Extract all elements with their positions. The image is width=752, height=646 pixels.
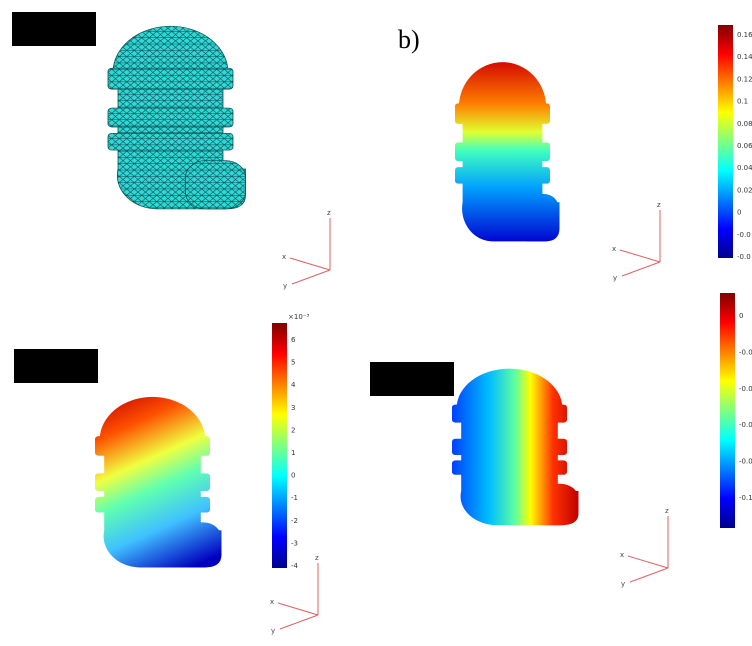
colorbar-tick-label: 0.06 — [737, 142, 752, 150]
axis-line — [627, 555, 669, 569]
displacement-y-model — [95, 396, 222, 568]
colorbar — [718, 25, 733, 258]
colorbar-tick-label: 2 — [291, 426, 295, 434]
colorbar — [720, 293, 735, 528]
axis-label: y — [271, 627, 275, 635]
colorbar-tick-label: -0.0 — [739, 348, 752, 356]
label-mask — [370, 362, 454, 396]
axis-label: y — [283, 282, 287, 290]
displacement-x-model — [452, 368, 579, 526]
panel-label: b) — [398, 25, 420, 54]
colorbar-tick-label: -3 — [291, 539, 298, 547]
colorbar-tick-label: 0.08 — [737, 120, 752, 128]
colorbar-tick-label: 0.02 — [737, 186, 752, 194]
mesh-model — [107, 25, 247, 210]
axis-label: z — [315, 554, 319, 562]
colorbar-tick-label: 0.16 — [737, 31, 752, 39]
colorbar-tick-label: -4 — [291, 562, 299, 570]
label-mask — [12, 12, 96, 46]
axis-label: z — [327, 209, 331, 217]
axis-line — [619, 249, 661, 263]
colorbar-tick-label: -2 — [291, 517, 298, 525]
axis-label: x — [282, 253, 286, 261]
colorbar-tick-label: 1 — [291, 449, 295, 457]
colorbar-tick-label: -0.0 — [737, 231, 751, 239]
colorbar-tick-label: -0.0 — [739, 421, 752, 429]
colorbar-tick-label: 0.12 — [737, 75, 752, 83]
colorbar-tick-label: -1 — [291, 494, 298, 502]
axis-label: z — [657, 201, 661, 209]
colorbar-tick-label: 0.14 — [737, 53, 752, 61]
colorbar-tick-label: 0.04 — [737, 164, 752, 172]
colorbar-tick-label: 0.1 — [737, 98, 748, 106]
axis-line — [621, 261, 661, 277]
colorbar-tick-label: 0 — [739, 312, 743, 320]
axis-line — [279, 614, 319, 630]
colorbar-tick-label: 3 — [291, 404, 295, 412]
colorbar-tick-label: -0.1 — [739, 494, 752, 502]
colorbar-tick-label: -0.0 — [739, 385, 752, 393]
colorbar-tick-label: 0 — [737, 209, 741, 217]
axis-label: x — [612, 245, 616, 253]
colorbar — [272, 323, 287, 568]
colorbar-multiplier: ×10⁻³ — [288, 313, 309, 321]
label-mask — [14, 349, 98, 383]
colorbar-tick-label: -0.0 — [737, 253, 751, 261]
axis-line — [277, 602, 319, 616]
colorbar-tick-label: 5 — [291, 359, 295, 367]
displacement-z-model — [455, 62, 560, 242]
axis-label: y — [621, 580, 625, 588]
axis-label: x — [620, 551, 624, 559]
axis-label: y — [613, 274, 617, 282]
axis-label: z — [665, 507, 669, 515]
axis-line — [289, 257, 331, 271]
colorbar-tick-label: 6 — [291, 336, 296, 344]
colorbar-tick-label: 4 — [291, 381, 296, 389]
colorbar-tick-label: 0 — [291, 472, 295, 480]
axis-line — [291, 269, 331, 285]
axis-label: x — [270, 598, 274, 606]
axis-line — [629, 567, 669, 583]
colorbar-tick-label: -0.0 — [739, 458, 752, 466]
